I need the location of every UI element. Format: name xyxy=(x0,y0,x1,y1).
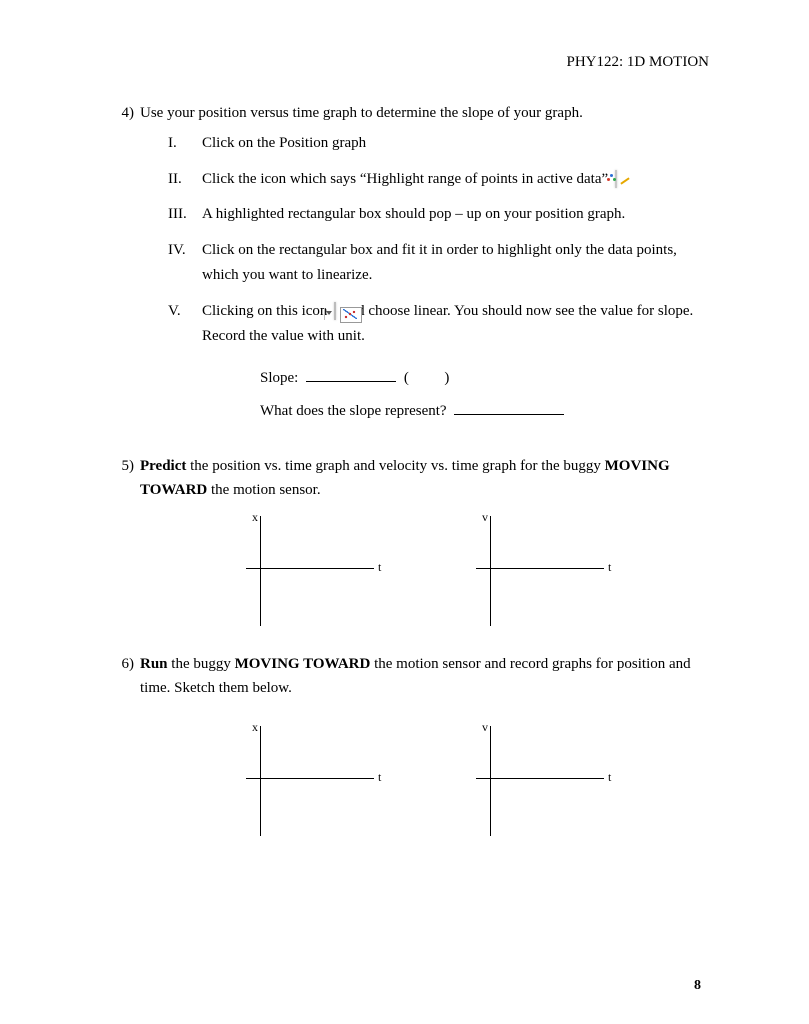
roman-numeral: I. xyxy=(168,131,202,157)
slope-line: Slope: ( ) xyxy=(260,362,709,395)
velocity-time-graph: v t xyxy=(460,726,620,836)
x-axis xyxy=(476,568,604,569)
step-V-pre: Clicking on this icon xyxy=(202,303,327,319)
y-axis-label: v xyxy=(482,510,488,525)
x-axis xyxy=(246,778,374,779)
roman-numeral: V. xyxy=(168,299,202,350)
page-number: 8 xyxy=(694,978,701,994)
position-time-graph: x t xyxy=(230,726,390,836)
paren-close: ) xyxy=(444,370,449,386)
course-code: PHY122: 1D MOTION xyxy=(567,54,710,70)
step-III: III. A highlighted rectangular box shoul… xyxy=(168,202,709,228)
q5-graphs: x t v t xyxy=(230,516,709,626)
slope-represent-line: What does the slope represent? xyxy=(260,395,709,428)
highlight-range-icon xyxy=(615,167,617,193)
slope-represent-label: What does the slope represent? xyxy=(260,403,447,419)
question-body: Run the buggy MOVING TOWARD the motion s… xyxy=(140,652,709,700)
y-axis-label: v xyxy=(482,720,488,735)
step-text: A highlighted rectangular box should pop… xyxy=(202,202,709,228)
q6-moving: MOVING TOWARD xyxy=(235,656,371,672)
y-axis xyxy=(490,516,491,626)
roman-numeral: II. xyxy=(168,167,202,193)
question-number: 4) xyxy=(110,101,140,432)
step-text: Click on the rectangular box and fit it … xyxy=(202,238,709,289)
question-5: 5) Predict the position vs. time graph a… xyxy=(110,454,709,502)
page-header: PHY122: 1D MOTION xyxy=(110,54,709,71)
x-axis-label: t xyxy=(378,770,381,785)
x-axis-label: t xyxy=(608,560,611,575)
question-6: 6) Run the buggy MOVING TOWARD the motio… xyxy=(110,652,709,700)
question-number: 6) xyxy=(110,652,140,700)
curve-fit-icon xyxy=(334,299,336,325)
y-axis-label: x xyxy=(252,720,258,735)
roman-numeral: III. xyxy=(168,202,202,228)
q4-prompt: Use your position versus time graph to d… xyxy=(140,105,583,121)
step-IV: IV. Click on the rectangular box and fit… xyxy=(168,238,709,289)
x-axis xyxy=(476,778,604,779)
q5-mid: the position vs. time graph and velocity… xyxy=(186,458,604,474)
q5-predict: Predict xyxy=(140,458,186,474)
step-II: II. Click the icon which says “Highlight… xyxy=(168,167,709,193)
step-V: V. Clicking on this icon and choose line… xyxy=(168,299,709,350)
y-axis xyxy=(490,726,491,836)
q5-tail: the motion sensor. xyxy=(207,482,320,498)
y-axis xyxy=(260,726,261,836)
position-time-graph: x t xyxy=(230,516,390,626)
q6-run: Run xyxy=(140,656,168,672)
slope-value-blank[interactable] xyxy=(306,366,396,382)
question-number: 5) xyxy=(110,454,140,502)
step-text: Click the icon which says “Highlight ran… xyxy=(202,167,709,193)
question-body: Use your position versus time graph to d… xyxy=(140,101,709,432)
velocity-time-graph: v t xyxy=(460,516,620,626)
roman-numeral: IV. xyxy=(168,238,202,289)
q6-mid1: the buggy xyxy=(168,656,235,672)
page: PHY122: 1D MOTION 4) Use your position v… xyxy=(0,0,809,1024)
slope-label: Slope: xyxy=(260,370,298,386)
y-axis xyxy=(260,516,261,626)
x-axis-label: t xyxy=(608,770,611,785)
x-axis xyxy=(246,568,374,569)
x-axis-label: t xyxy=(378,560,381,575)
paren-open: ( xyxy=(404,370,409,386)
step-I: I. Click on the Position graph xyxy=(168,131,709,157)
step-text: Click on the Position graph xyxy=(202,131,709,157)
step-II-text: Click the icon which says “Highlight ran… xyxy=(202,171,608,187)
q4-steps: I. Click on the Position graph II. Click… xyxy=(168,131,709,350)
question-body: Predict the position vs. time graph and … xyxy=(140,454,709,502)
slope-represent-blank[interactable] xyxy=(454,399,564,415)
question-4: 4) Use your position versus time graph t… xyxy=(110,101,709,432)
y-axis-label: x xyxy=(252,510,258,525)
slope-block: Slope: ( ) What does the slope represent… xyxy=(260,362,709,428)
q6-graphs: x t v t xyxy=(230,726,709,836)
step-text: Clicking on this icon and choose linear.… xyxy=(202,299,709,350)
